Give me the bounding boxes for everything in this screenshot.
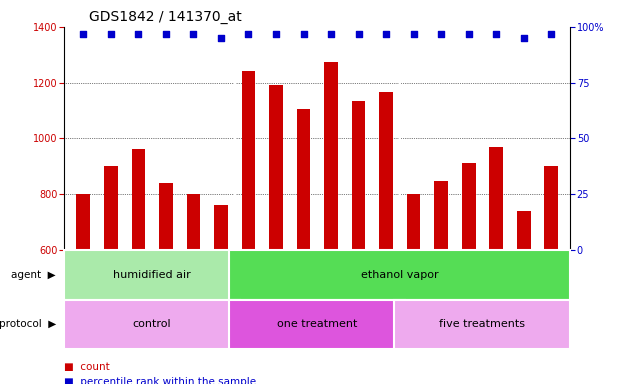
Text: one treatment: one treatment [277,319,358,329]
Point [299,30,309,36]
Bar [379,92,393,250]
Point [271,30,281,36]
Bar [76,194,90,250]
Bar [159,183,173,250]
Bar [297,109,310,250]
Bar [394,300,570,349]
Text: five treatments: five treatments [440,319,526,329]
Bar [324,62,338,250]
Point [161,30,171,36]
Bar [462,163,476,250]
Point [491,30,501,36]
Bar [104,166,118,250]
Text: agent  ▶: agent ▶ [12,270,56,280]
Point [78,30,88,36]
Point [188,30,199,36]
Bar [187,194,201,250]
Text: ■  percentile rank within the sample: ■ percentile rank within the sample [64,377,256,384]
Bar [352,101,365,250]
Bar [229,300,405,349]
Bar [544,166,558,250]
Point [381,30,391,36]
Text: GDS1842 / 141370_at: GDS1842 / 141370_at [90,10,242,25]
Point [546,30,556,36]
Bar [517,211,531,250]
Text: protocol  ▶: protocol ▶ [0,319,56,329]
Point [353,30,363,36]
Bar [242,71,255,250]
Point [216,35,226,41]
Point [436,30,446,36]
Bar [64,250,240,300]
Bar [489,147,503,250]
Text: humidified air: humidified air [113,270,191,280]
Point [133,30,144,36]
Bar [269,85,283,250]
Point [244,30,254,36]
Point [106,30,116,36]
Bar [214,205,228,250]
Text: ■  count: ■ count [64,362,110,372]
Point [408,30,419,36]
Point [326,30,336,36]
Bar [131,149,146,250]
Bar [434,181,448,250]
Bar [407,194,420,250]
Bar [229,250,570,300]
Text: ethanol vapor: ethanol vapor [361,270,438,280]
Point [519,35,529,41]
Point [463,30,474,36]
Bar [64,300,240,349]
Text: control: control [133,319,172,329]
